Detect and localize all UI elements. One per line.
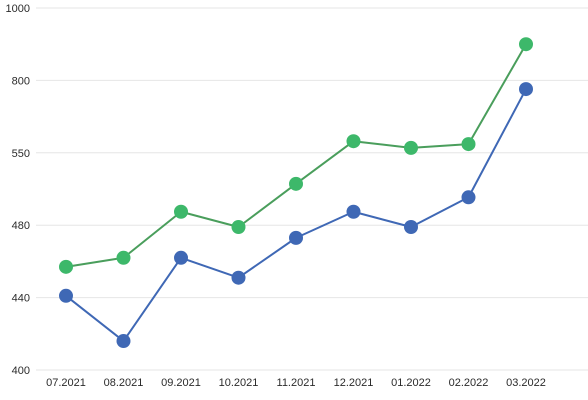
x-tick-label: 01.2022 xyxy=(391,377,431,389)
series-2-point xyxy=(519,82,533,97)
y-tick-label: 1000 xyxy=(6,3,30,15)
x-tick-label: 11.2021 xyxy=(277,377,316,389)
series-1-point xyxy=(461,137,476,152)
series-1-point xyxy=(59,259,73,274)
series-group xyxy=(59,37,533,349)
series-1-point xyxy=(289,176,303,191)
series-1-point xyxy=(404,140,418,155)
y-tick-label: 550 xyxy=(12,148,30,160)
y-tick-label: 480 xyxy=(12,220,30,232)
y-tick-label: 800 xyxy=(12,75,30,87)
grid-lines xyxy=(36,7,588,371)
y-tick-label: 400 xyxy=(12,365,30,377)
y-tick-label: 440 xyxy=(12,293,30,305)
series-2-point xyxy=(289,230,303,245)
series-1-point xyxy=(519,37,533,52)
x-tick-label: 09.2021 xyxy=(161,377,201,389)
x-tick-label: 02.2022 xyxy=(449,377,489,389)
series-2-point xyxy=(174,250,188,265)
series-2-point xyxy=(116,334,131,349)
series-1-point xyxy=(231,220,246,235)
x-axis-ticks: 07.2021 08.2021 09.2021 10.2021 11.2021 12.20… xyxy=(46,377,546,389)
series-2-point xyxy=(59,288,73,303)
series-2-point xyxy=(346,204,361,219)
x-tick-label: 08.2021 xyxy=(104,377,144,389)
series-1-point xyxy=(174,204,188,219)
x-tick-label: 07.2021 xyxy=(46,377,86,389)
x-tick-label: 12.2021 xyxy=(334,377,374,389)
x-tick-label: 03.2022 xyxy=(506,377,546,389)
series-1-point xyxy=(346,134,361,149)
x-tick-label: 10.2021 xyxy=(219,377,259,389)
series-1-point xyxy=(116,250,131,265)
series-2-point xyxy=(231,270,246,285)
y-axis-ticks: 400 440 480 550 800 1000 xyxy=(6,3,30,377)
series-line-2 xyxy=(65,88,527,343)
series-2-point xyxy=(461,190,476,205)
series-2-point xyxy=(404,220,418,235)
